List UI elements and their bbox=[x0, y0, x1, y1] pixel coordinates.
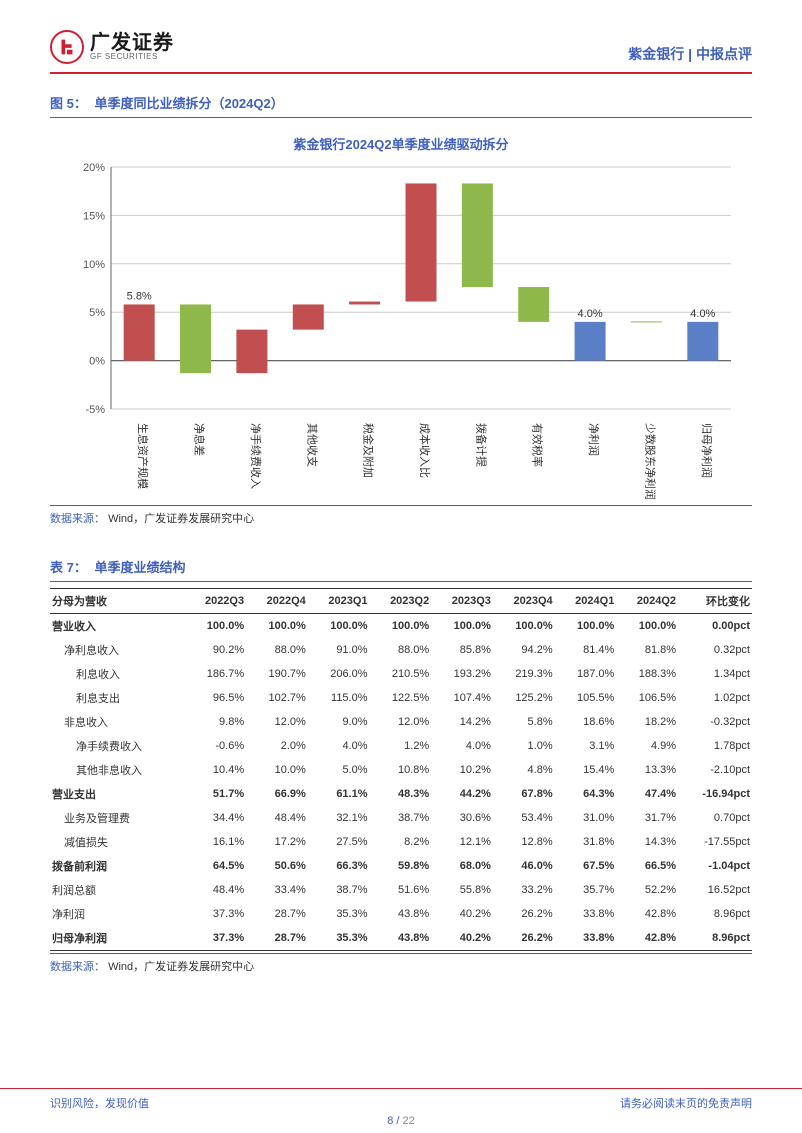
svg-text:20%: 20% bbox=[83, 162, 105, 174]
source-label: 数据来源： bbox=[50, 513, 105, 525]
table-row: 其他非息收入10.4%10.0%5.0%10.8%10.2%4.8%15.4%1… bbox=[50, 758, 752, 782]
svg-text:4.0%: 4.0% bbox=[578, 308, 603, 320]
svg-text:净手续费收入: 净手续费收入 bbox=[249, 423, 263, 489]
logo: 广发证券 GF SECURITIES bbox=[50, 30, 174, 64]
table-row: 利息支出96.5%102.7%115.0%122.5%107.4%125.2%1… bbox=[50, 686, 752, 710]
table-row: 非息收入9.8%12.0%9.0%12.0%14.2%5.8%18.6%18.2… bbox=[50, 710, 752, 734]
table-source: 数据来源： Wind，广发证券发展研究中心 bbox=[50, 953, 752, 974]
page-footer: 识别风险，发现价值 请务必阅读末页的免责声明 bbox=[0, 1088, 802, 1111]
logo-text-cn: 广发证券 bbox=[90, 33, 174, 53]
svg-text:拨备计提: 拨备计提 bbox=[474, 423, 488, 467]
table-body: 营业收入100.0%100.0%100.0%100.0%100.0%100.0%… bbox=[50, 614, 752, 951]
logo-icon bbox=[50, 30, 84, 64]
page-number: 8 / 22 bbox=[0, 1115, 802, 1127]
table-row: 净手续费收入-0.6%2.0%4.0%1.2%4.0%1.0%3.1%4.9%1… bbox=[50, 734, 752, 758]
waterfall-chart: 20% 15% 10% 5% 0% -5% 5.8% 生息资产规模 净息差 净手续费收入 其他收支 税… bbox=[60, 159, 742, 499]
svg-text:4.0%: 4.0% bbox=[690, 308, 715, 320]
footer-right: 请务必阅读末页的免责声明 bbox=[620, 1095, 752, 1111]
table-row: 净利润37.3%28.7%35.3%43.8%40.2%26.2%33.8%42… bbox=[50, 902, 752, 926]
svg-text:15%: 15% bbox=[83, 210, 105, 222]
svg-text:有效税率: 有效税率 bbox=[531, 423, 545, 467]
table-col-2: 2022Q4 bbox=[246, 589, 308, 614]
table-col-5: 2023Q3 bbox=[431, 589, 493, 614]
source-text: Wind，广发证券发展研究中心 bbox=[108, 513, 254, 525]
table-col-6: 2023Q4 bbox=[493, 589, 555, 614]
table-title: 表 7： 单季度业绩结构 bbox=[50, 552, 752, 582]
svg-text:净息差: 净息差 bbox=[193, 423, 207, 456]
table-title-text: 单季度业绩结构 bbox=[94, 560, 185, 575]
table-row: 业务及管理费34.4%48.4%32.1%38.7%30.6%53.4%31.0… bbox=[50, 806, 752, 830]
figure-source: 数据来源： Wind，广发证券发展研究中心 bbox=[50, 505, 752, 526]
svg-text:10%: 10% bbox=[83, 259, 105, 271]
svg-text:生息资产规模: 生息资产规模 bbox=[136, 423, 150, 489]
page-total: 22 bbox=[403, 1115, 415, 1127]
performance-table: 分母为营收2022Q32022Q42023Q12023Q22023Q32023Q… bbox=[50, 588, 752, 951]
figure-number: 图 5： bbox=[50, 96, 87, 111]
table-row: 拨备前利润64.5%50.6%66.3%59.8%68.0%46.0%67.5%… bbox=[50, 854, 752, 878]
svg-text:5.8%: 5.8% bbox=[127, 290, 152, 302]
table-row: 营业收入100.0%100.0%100.0%100.0%100.0%100.0%… bbox=[50, 614, 752, 639]
footer-left: 识别风险，发现价值 bbox=[50, 1095, 149, 1111]
header-subject: 紫金银行 | 中报点评 bbox=[628, 44, 752, 64]
table-row: 净利息收入90.2%88.0%91.0%88.0%85.8%94.2%81.4%… bbox=[50, 638, 752, 662]
svg-text:少数股东净利润: 少数股东净利润 bbox=[643, 423, 657, 499]
svg-text:5%: 5% bbox=[89, 307, 105, 319]
logo-text-en: GF SECURITIES bbox=[90, 53, 174, 61]
table-col-3: 2023Q1 bbox=[308, 589, 370, 614]
svg-text:净利润: 净利润 bbox=[587, 423, 601, 456]
table-row: 利润总额48.4%33.4%38.7%51.6%55.8%33.2%35.7%5… bbox=[50, 878, 752, 902]
table-row: 减值损失16.1%17.2%27.5%8.2%12.1%12.8%31.8%14… bbox=[50, 830, 752, 854]
table-number: 表 7： bbox=[50, 560, 87, 575]
table-col-4: 2023Q2 bbox=[370, 589, 432, 614]
source-text: Wind，广发证券发展研究中心 bbox=[108, 961, 254, 973]
table-row: 归母净利润37.3%28.7%35.3%43.8%40.2%26.2%33.8%… bbox=[50, 926, 752, 951]
table-col-9: 环比变化 bbox=[678, 589, 752, 614]
figure-title-text: 单季度同比业绩拆分（2024Q2） bbox=[94, 96, 283, 111]
svg-text:-5%: -5% bbox=[85, 404, 105, 416]
page-header: 广发证券 GF SECURITIES 紫金银行 | 中报点评 bbox=[50, 30, 752, 74]
table-col-0: 分母为营收 bbox=[50, 589, 184, 614]
table-col-1: 2022Q3 bbox=[184, 589, 246, 614]
table-row: 营业支出51.7%66.9%61.1%48.3%44.2%67.8%64.3%4… bbox=[50, 782, 752, 806]
figure-title: 图 5： 单季度同比业绩拆分（2024Q2） bbox=[50, 88, 752, 118]
figure-chart: 紫金银行2024Q2单季度业绩驱动拆分 20% 15% 10% 5% 0% -5% 5.8%… bbox=[50, 124, 752, 503]
table-row: 利息收入186.7%190.7%206.0%210.5%193.2%219.3%… bbox=[50, 662, 752, 686]
svg-text:税金及附加: 税金及附加 bbox=[362, 423, 376, 478]
source-label: 数据来源： bbox=[50, 961, 105, 973]
table-col-8: 2024Q2 bbox=[616, 589, 678, 614]
table-header-row: 分母为营收2022Q32022Q42023Q12023Q22023Q32023Q… bbox=[50, 589, 752, 614]
table-col-7: 2024Q1 bbox=[555, 589, 617, 614]
chart-title: 紫金银行2024Q2单季度业绩驱动拆分 bbox=[60, 134, 742, 153]
svg-text:0%: 0% bbox=[89, 356, 105, 368]
svg-text:归母净利润: 归母净利润 bbox=[700, 423, 714, 478]
svg-text:其他收支: 其他收支 bbox=[305, 423, 319, 467]
svg-text:成本收入比: 成本收入比 bbox=[418, 423, 432, 478]
